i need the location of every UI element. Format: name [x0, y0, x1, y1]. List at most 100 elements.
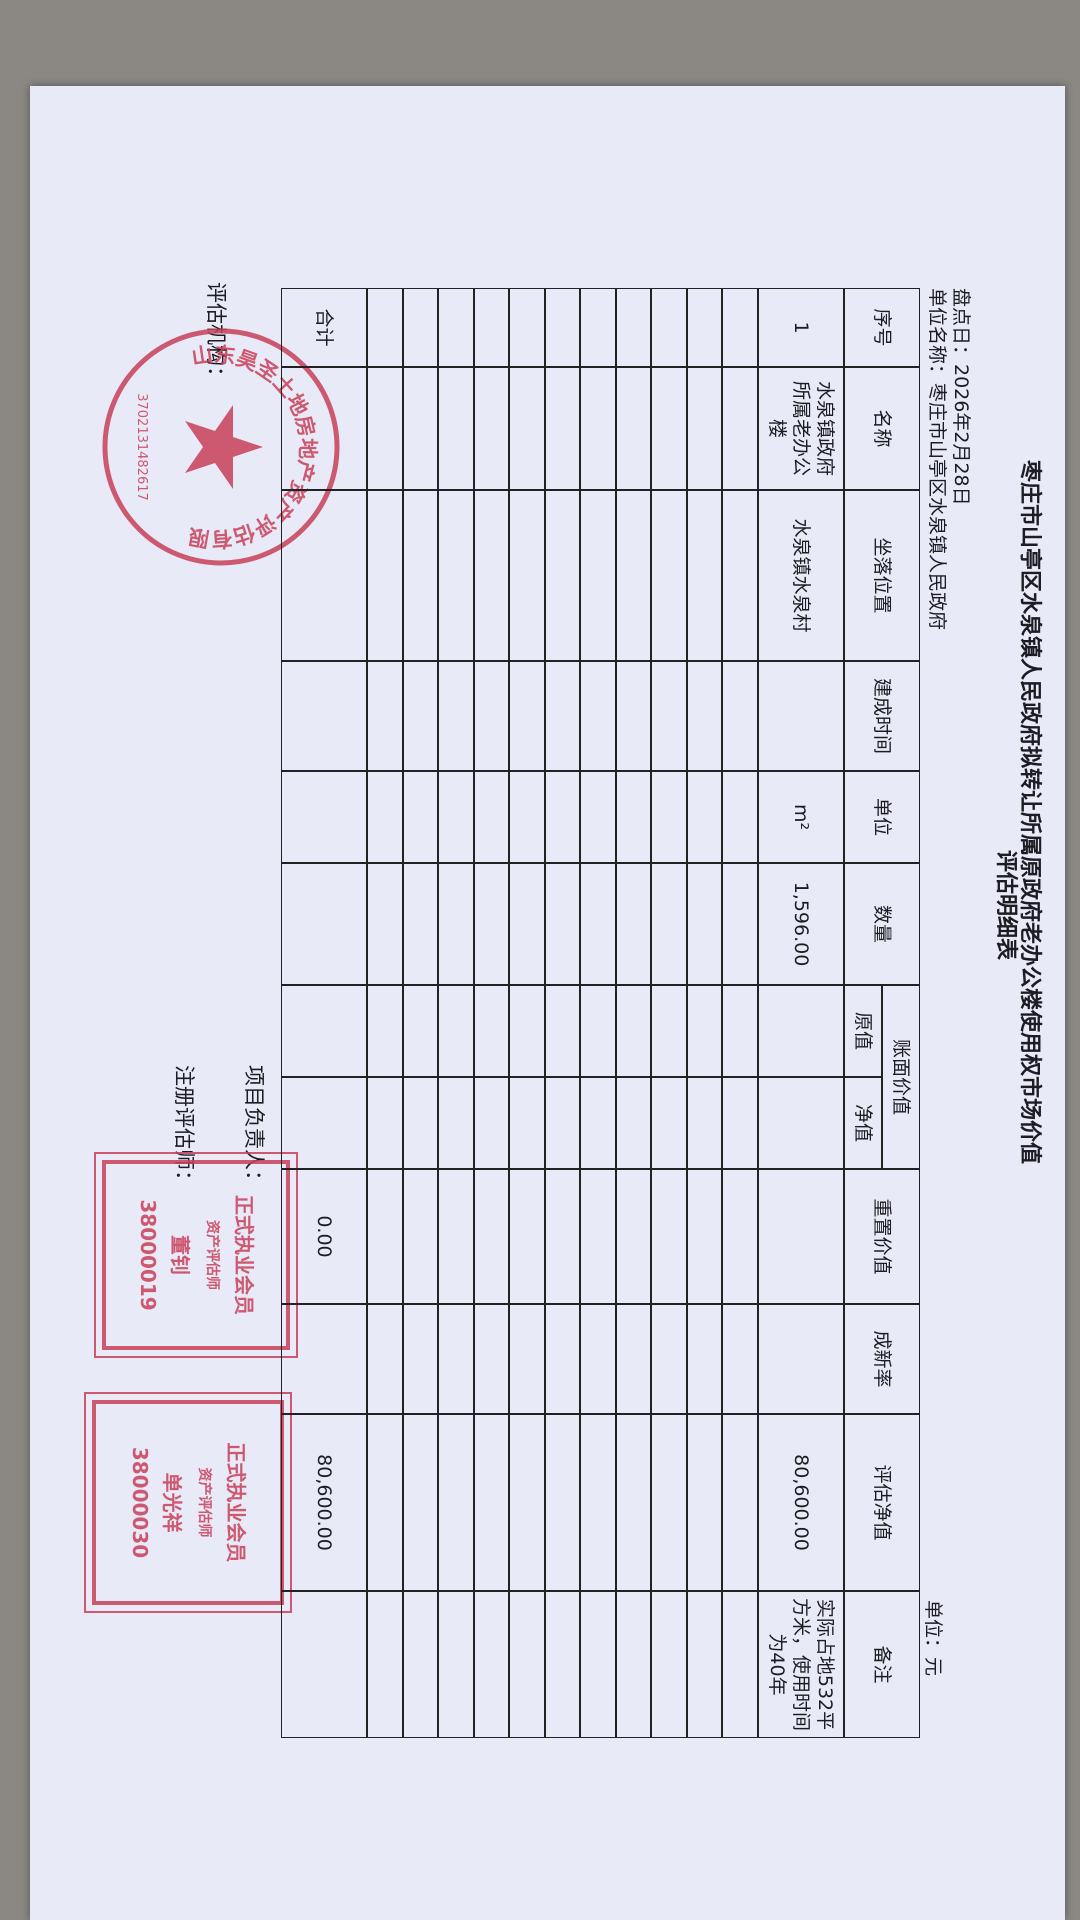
empty-cell [722, 1591, 758, 1738]
empty-cell [687, 1304, 723, 1414]
empty-cell [616, 490, 652, 661]
empty-cell [616, 1304, 652, 1414]
total-cell [281, 661, 368, 771]
empty-cell [474, 1304, 510, 1414]
column-header: 评估净值 [844, 1414, 920, 1591]
empty-cell [651, 863, 687, 985]
empty-cell [580, 288, 616, 367]
empty-cell [651, 771, 687, 863]
empty-cell [509, 1077, 545, 1169]
empty-cell [616, 1169, 652, 1304]
table-cell: 水泉镇水泉村 [758, 490, 844, 661]
table-cell [758, 1169, 844, 1304]
stamp-number: 38000019 [136, 1199, 160, 1311]
empty-cell [367, 1077, 403, 1169]
empty-cell [722, 1077, 758, 1169]
table-cell: 1 [758, 288, 844, 367]
total-cell: 80,600.00 [281, 1414, 368, 1591]
empty-cell [509, 1414, 545, 1591]
total-cell [281, 863, 368, 985]
empty-cell [545, 367, 581, 490]
table-cell: 1,596.00 [758, 863, 844, 985]
empty-cell [616, 367, 652, 490]
empty-cell [367, 490, 403, 661]
column-header: 坐落位置 [844, 490, 920, 661]
title: 枣庄市山亭区水泉镇人民政府拟转让所属原政府老办公楼使用权市场价值 [1017, 460, 1042, 1165]
empty-cell [403, 1169, 439, 1304]
empty-cell [403, 288, 439, 367]
empty-cell [580, 771, 616, 863]
empty-cell [438, 490, 474, 661]
total-cell: 合计 [281, 288, 368, 367]
total-cell [281, 1077, 368, 1169]
empty-cell [616, 1591, 652, 1738]
empty-cell [580, 1169, 616, 1304]
column-header: 净值 [844, 1077, 882, 1169]
empty-cell [651, 661, 687, 771]
empty-cell [580, 863, 616, 985]
empty-cell [651, 1414, 687, 1591]
empty-cell [687, 490, 723, 661]
empty-cell [403, 1414, 439, 1591]
empty-cell [509, 490, 545, 661]
empty-cell [580, 661, 616, 771]
seal-ring [102, 328, 340, 566]
table-cell: 80,600.00 [758, 1414, 844, 1591]
empty-cell [509, 863, 545, 985]
empty-cell [545, 1169, 581, 1304]
stamp-number: 38000030 [128, 1446, 152, 1559]
empty-cell [509, 288, 545, 367]
empty-cell [545, 661, 581, 771]
empty-cell [687, 985, 723, 1077]
table-cell [758, 985, 844, 1077]
empty-cell [403, 367, 439, 490]
empty-cell [687, 1169, 723, 1304]
column-header: 名称 [844, 367, 920, 490]
empty-cell [651, 1304, 687, 1414]
empty-cell [580, 1304, 616, 1414]
empty-cell [580, 490, 616, 661]
empty-cell [474, 985, 510, 1077]
empty-cell [651, 1077, 687, 1169]
empty-cell [403, 1077, 439, 1169]
empty-cell [687, 661, 723, 771]
total-cell [281, 771, 368, 863]
empty-cell [651, 1169, 687, 1304]
empty-cell [687, 863, 723, 985]
empty-cell [403, 661, 439, 771]
empty-cell [438, 985, 474, 1077]
empty-cell [616, 661, 652, 771]
empty-cell [474, 661, 510, 771]
round-seal: 山东昊圣土地房地产资产评估有限公司 3702131482617 [102, 325, 343, 566]
empty-cell [474, 367, 510, 490]
empty-cell [367, 985, 403, 1077]
column-header: 数量 [844, 863, 920, 985]
total-cell [281, 490, 368, 661]
empty-cell [722, 1414, 758, 1591]
empty-cell [403, 985, 439, 1077]
empty-cell [509, 1169, 545, 1304]
empty-cell [403, 490, 439, 661]
empty-cell [367, 367, 403, 490]
empty-cell [722, 1169, 758, 1304]
empty-cell [403, 1304, 439, 1414]
column-header: 备注 [844, 1591, 920, 1738]
empty-cell [580, 367, 616, 490]
empty-cell [616, 863, 652, 985]
stamp-member: 正式执业会员 [224, 1442, 248, 1563]
empty-cell [651, 490, 687, 661]
empty-cell [687, 1591, 723, 1738]
empty-cell [474, 1169, 510, 1304]
seal-code: 3702131482617 [134, 393, 149, 501]
empty-cell [545, 1414, 581, 1591]
empty-cell [474, 288, 510, 367]
empty-cell [403, 771, 439, 863]
empty-cell [545, 1077, 581, 1169]
empty-cell [438, 1077, 474, 1169]
empty-cell [687, 288, 723, 367]
table-cell [758, 1077, 844, 1169]
total-cell [281, 1591, 368, 1738]
table-cell [758, 1304, 844, 1414]
